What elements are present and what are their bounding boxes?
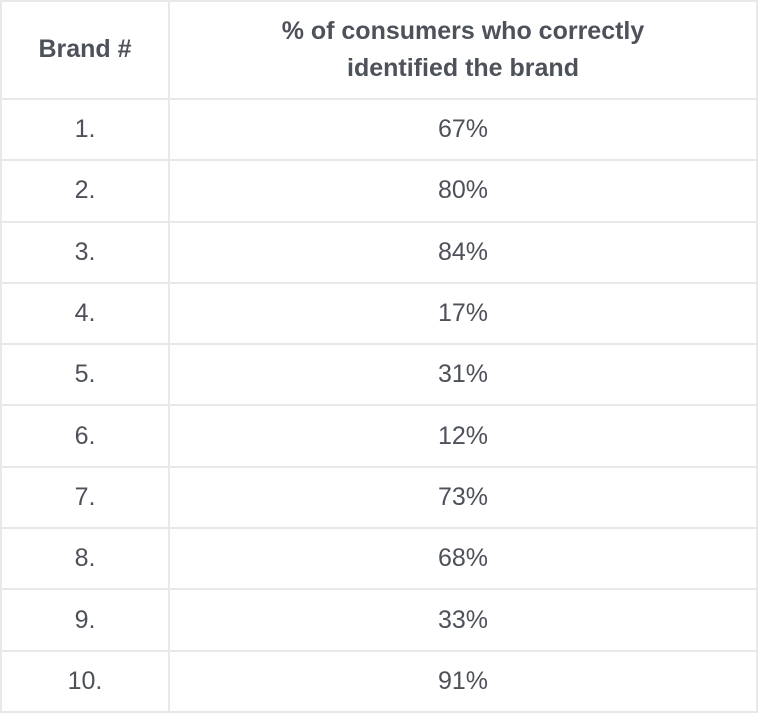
- brand-cell: 10.: [0, 649, 170, 713]
- percent-cell: 73%: [168, 465, 758, 530]
- brand-cell: 2.: [0, 159, 170, 223]
- table-row: 4. 17%: [0, 281, 758, 346]
- percent-cell: 68%: [168, 527, 758, 591]
- brand-cell: 9.: [0, 588, 170, 652]
- table-row: 10. 91%: [0, 649, 758, 713]
- table-row: 5. 31%: [0, 343, 758, 407]
- percent-cell: 12%: [168, 404, 758, 468]
- header-row: Brand # % of consumers who correctly ide…: [0, 0, 758, 100]
- percent-cell: 84%: [168, 220, 758, 284]
- table-row: 3. 84%: [0, 220, 758, 284]
- table-row: 7. 73%: [0, 465, 758, 530]
- brand-cell: 1.: [0, 97, 170, 162]
- percent-cell: 91%: [168, 649, 758, 713]
- header-cell-percent: % of consumers who correctly identified …: [168, 0, 758, 100]
- header-brand-label: Brand #: [38, 35, 132, 64]
- table-row: 8. 68%: [0, 527, 758, 591]
- header-cell-brand: Brand #: [0, 0, 170, 100]
- brand-cell: 7.: [0, 465, 170, 530]
- table-row: 6. 12%: [0, 404, 758, 468]
- header-percent-label: % of consumers who correctly identified …: [281, 16, 645, 83]
- percent-cell: 17%: [168, 281, 758, 346]
- brand-cell: 6.: [0, 404, 170, 468]
- table-row: 2. 80%: [0, 159, 758, 223]
- brand-cell: 3.: [0, 220, 170, 284]
- brand-cell: 8.: [0, 527, 170, 591]
- brand-cell: 4.: [0, 281, 170, 346]
- percent-cell: 31%: [168, 343, 758, 407]
- table-row: 1. 67%: [0, 97, 758, 162]
- table-row: 9. 33%: [0, 588, 758, 652]
- percent-cell: 80%: [168, 159, 758, 223]
- table-body: 1. 67% 2. 80% 3. 84% 4. 17% 5. 31% 6. 12…: [0, 97, 758, 713]
- percent-cell: 67%: [168, 97, 758, 162]
- table-header: Brand # % of consumers who correctly ide…: [0, 0, 758, 100]
- percent-cell: 33%: [168, 588, 758, 652]
- brand-cell: 5.: [0, 343, 170, 407]
